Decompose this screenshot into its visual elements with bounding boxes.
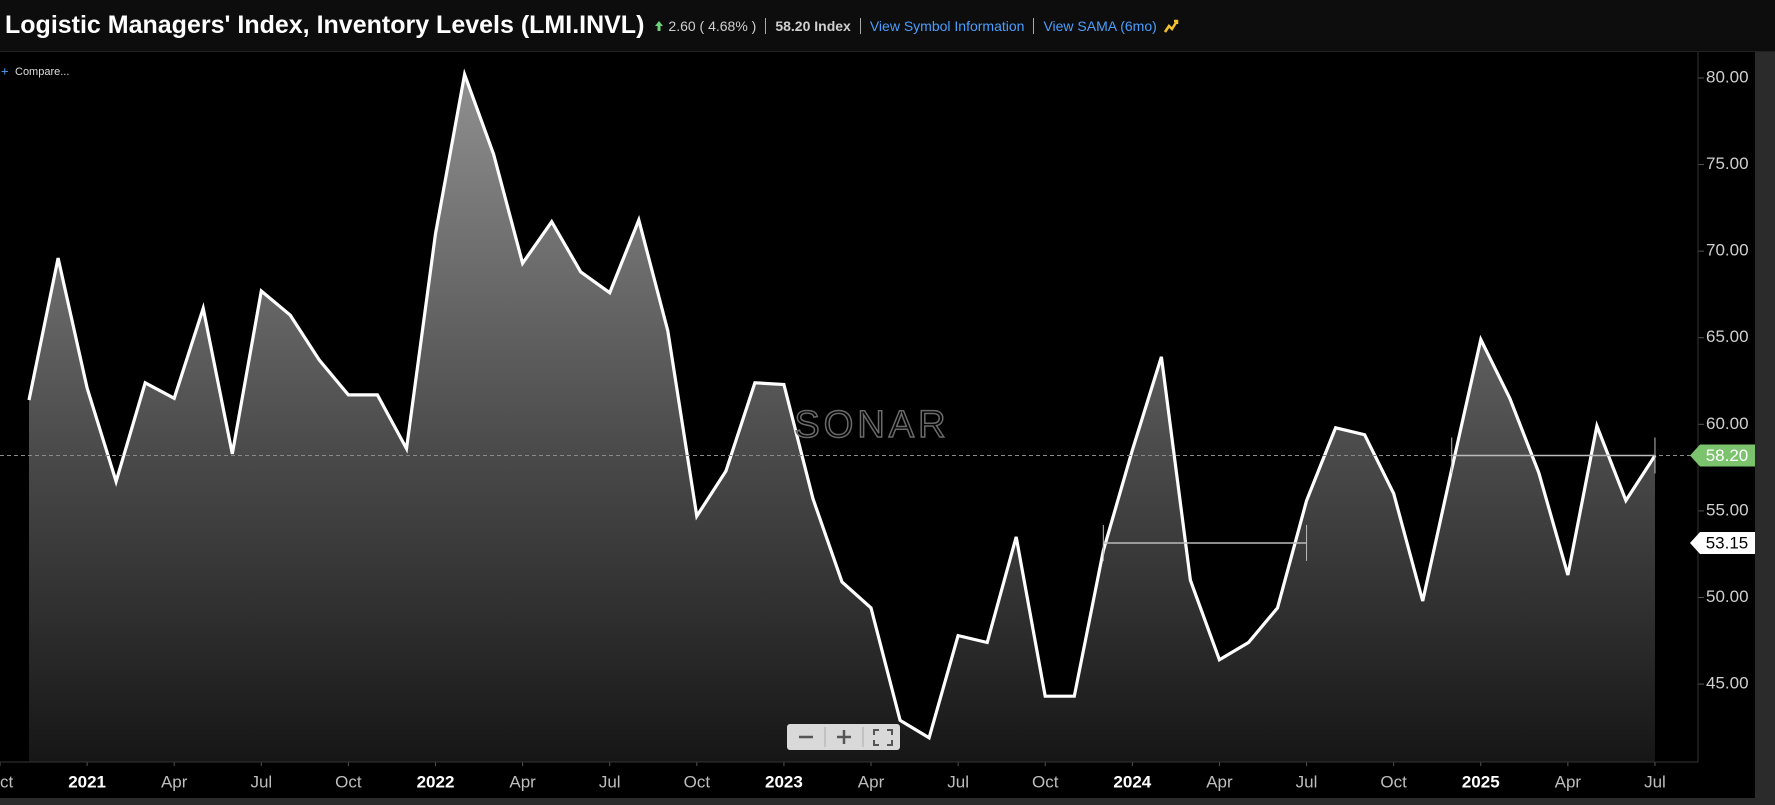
x-tick-label: Jul xyxy=(947,772,969,791)
x-tick-label: 2024 xyxy=(1113,772,1151,791)
link[interactable]: View Symbol Information xyxy=(869,17,1025,34)
x-tick-label: Jul xyxy=(1644,772,1666,791)
x-tick-label: 2021 xyxy=(68,772,106,791)
area xyxy=(29,74,1655,762)
x-tick-label: 2022 xyxy=(417,772,455,791)
price-tag-label: 53.15 xyxy=(1706,533,1749,552)
header: Logistic Managers' Index, Inventory Leve… xyxy=(0,0,1775,52)
scrollbar[interactable] xyxy=(1755,52,1775,805)
link[interactable]: View SAMA (6mo) xyxy=(1043,17,1157,34)
separator xyxy=(1033,17,1035,34)
price-tag xyxy=(1690,444,1755,467)
price-change: 2.60 ( 4.68% ) xyxy=(668,17,757,34)
bottom-strip xyxy=(0,798,1755,805)
price-tag xyxy=(1690,531,1755,554)
price: 58.20 Index xyxy=(775,17,851,34)
compare-plus[interactable]: + xyxy=(1,63,9,78)
y-tick-label: 80.00 xyxy=(1706,67,1749,86)
x-tick-label: Apr xyxy=(1555,772,1582,791)
sama-icon[interactable] xyxy=(1163,18,1181,34)
y-tick-label: 75.00 xyxy=(1706,154,1749,173)
x-tick-label: Oct xyxy=(335,772,362,791)
separator xyxy=(859,17,861,34)
y-tick-label: 70.00 xyxy=(1706,241,1749,260)
zoom-in[interactable] xyxy=(837,730,851,744)
y-tick-label: 45.00 xyxy=(1706,674,1749,693)
x-tick-label: Jul xyxy=(1296,772,1318,791)
y-tick-label: 60.00 xyxy=(1706,414,1749,433)
watermark: SONAR xyxy=(794,404,949,446)
separator xyxy=(765,17,767,34)
y-tick-label: 55.00 xyxy=(1706,500,1749,519)
x-tick-label: Jul xyxy=(250,772,272,791)
x-tick-label: Oct xyxy=(1032,772,1059,791)
fullscreen[interactable] xyxy=(873,729,893,746)
x-tick-label: Apr xyxy=(858,772,885,791)
chart-title: Logistic Managers' Index, Inventory Leve… xyxy=(5,11,645,39)
compare-button[interactable]: Compare... xyxy=(15,66,69,78)
y-tick-label: 50.00 xyxy=(1706,587,1749,606)
price-tag-label: 58.20 xyxy=(1706,446,1749,465)
x-tick-label: Oct xyxy=(1380,772,1407,791)
chart: SONAR + Compare... 45.00 50.00 55.00 60.00 6… xyxy=(0,52,1775,805)
x-tick-label: Oct xyxy=(0,772,13,791)
line xyxy=(27,68,1657,741)
up-arrow xyxy=(655,20,664,31)
x-tick-label: Oct xyxy=(684,772,711,791)
x-tick-label: Jul xyxy=(599,772,621,791)
y-tick-label: 65.00 xyxy=(1706,327,1749,346)
zoom-controls xyxy=(787,724,900,750)
x-tick-label: Apr xyxy=(161,772,188,791)
x-tick-label: Apr xyxy=(509,772,536,791)
x-tick-label: Apr xyxy=(1206,772,1233,791)
x-tick-label: 2023 xyxy=(765,772,803,791)
x-tick-label: 2025 xyxy=(1462,772,1500,791)
